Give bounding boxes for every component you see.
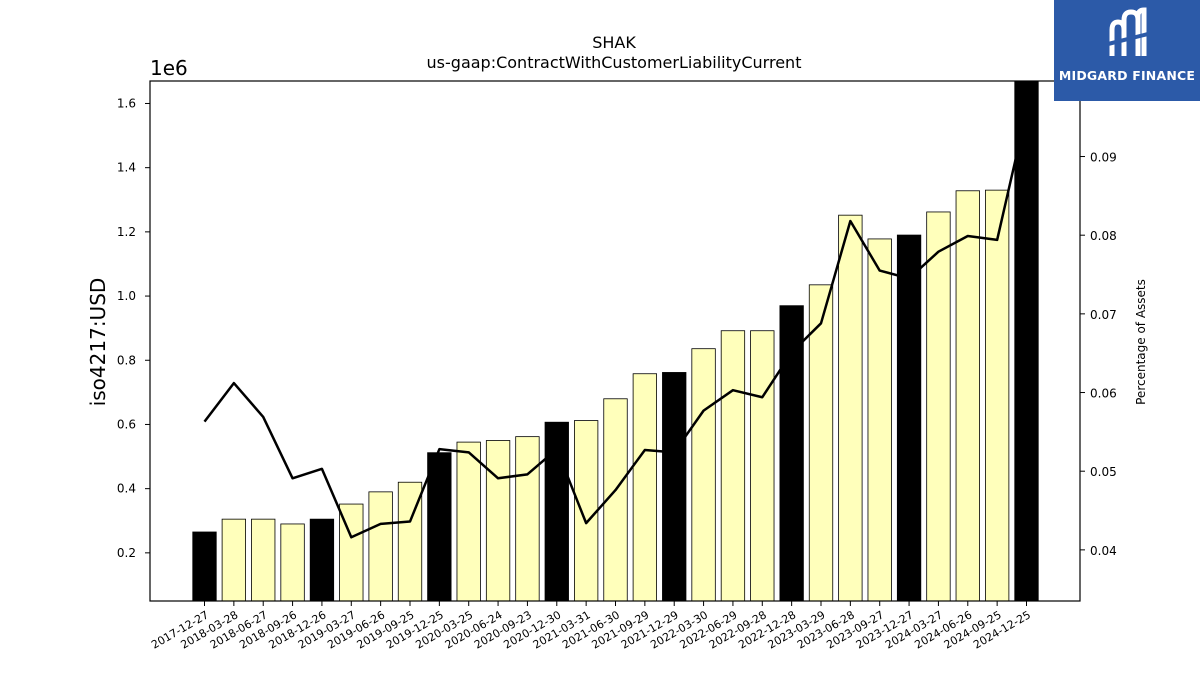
y-tick-label: 1.0 bbox=[117, 289, 136, 303]
y-tick-label: 0.6 bbox=[117, 417, 136, 431]
y2-tick-label: 0.08 bbox=[1090, 229, 1117, 243]
bar-2022-12-28 bbox=[779, 305, 804, 602]
bar-2021-03-31 bbox=[574, 420, 599, 602]
bar-2018-09-26 bbox=[280, 523, 305, 602]
y2-tick-label: 0.09 bbox=[1090, 151, 1117, 165]
bar-2021-12-29 bbox=[662, 372, 687, 602]
brand-logo: MIDGARD FINANCE bbox=[1054, 0, 1200, 101]
bar-2018-06-27 bbox=[251, 518, 276, 602]
y-tick-label: 1.2 bbox=[117, 225, 136, 239]
bar-2023-09-27 bbox=[867, 238, 892, 602]
bar-2019-06-26 bbox=[368, 491, 393, 602]
logo-text: MIDGARD FINANCE bbox=[1058, 68, 1196, 83]
bar-2024-09-25 bbox=[985, 189, 1010, 602]
bar-2018-12-26 bbox=[309, 518, 335, 602]
bar-2019-12-25 bbox=[427, 452, 452, 602]
y-tick-label: 1.4 bbox=[117, 161, 136, 175]
percentage-line bbox=[203, 111, 1028, 539]
bar-2024-06-26 bbox=[955, 190, 980, 602]
y2-axis-label: Percentage of Assets bbox=[1134, 279, 1148, 405]
chart-title: SHAK bbox=[592, 33, 636, 52]
y-tick-label: 0.8 bbox=[117, 353, 136, 367]
y-tick-label: 0.4 bbox=[117, 482, 136, 496]
y2-tick-label: 0.05 bbox=[1090, 465, 1117, 479]
bar-2023-06-28 bbox=[838, 214, 863, 602]
bar-2022-06-29 bbox=[720, 330, 746, 602]
y-axis-label: iso4217:USD bbox=[86, 278, 110, 407]
bar-2020-03-25 bbox=[456, 441, 481, 602]
y2-tick-label: 0.04 bbox=[1090, 544, 1117, 558]
chart-subtitle: us-gaap:ContractWithCustomerLiabilityCur… bbox=[427, 53, 802, 72]
y-tick-label: 0.2 bbox=[117, 546, 136, 560]
bar-2024-12-25 bbox=[1014, 81, 1039, 602]
y-axis-offset-label: 1e6 bbox=[150, 56, 188, 80]
y2-tick-label: 0.07 bbox=[1090, 308, 1117, 322]
bar-2021-09-29 bbox=[632, 373, 657, 602]
bar-2022-09-28 bbox=[750, 330, 775, 602]
bar-2017-12-27 bbox=[192, 531, 217, 602]
bar-2023-12-27 bbox=[896, 234, 922, 602]
logo-mark-icon bbox=[1107, 7, 1149, 56]
bar-2022-03-30 bbox=[691, 348, 716, 602]
bar-2020-09-23 bbox=[515, 436, 540, 602]
line-layer bbox=[203, 111, 1028, 539]
bars-layer bbox=[192, 81, 1039, 602]
bar-2018-03-28 bbox=[221, 518, 247, 602]
y-tick-label: 1.6 bbox=[117, 96, 136, 110]
bar-2024-03-27 bbox=[926, 211, 951, 602]
bar-2020-06-24 bbox=[485, 440, 511, 602]
y2-tick-label: 0.06 bbox=[1090, 387, 1117, 401]
